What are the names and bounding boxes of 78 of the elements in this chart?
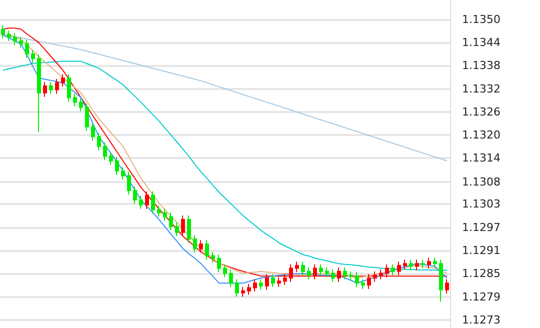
candlestick <box>247 283 251 296</box>
candlestick <box>163 208 167 222</box>
candlestick <box>349 270 353 280</box>
candlestick <box>415 259 419 271</box>
candlestick <box>439 259 443 302</box>
candlestick <box>229 268 233 288</box>
candlestick <box>241 286 245 298</box>
candlestick <box>157 205 161 218</box>
candlestick <box>427 257 431 269</box>
candlestick <box>13 32 17 46</box>
candlestick <box>211 251 215 263</box>
y-tick-label: 1.1285 <box>462 267 500 280</box>
candlestick <box>127 171 131 195</box>
candlestick <box>115 156 119 176</box>
candlestick <box>49 82 53 94</box>
candlestick <box>433 257 437 268</box>
candlestick <box>7 30 11 42</box>
y-tick-label: 1.1279 <box>462 290 500 304</box>
y-tick-label: 1.1332 <box>462 82 500 96</box>
candlestick <box>43 82 47 98</box>
candlestick <box>355 272 359 288</box>
candlestick <box>55 78 59 94</box>
y-tick-label: 1.1273 <box>462 314 500 327</box>
candlestick <box>37 54 41 132</box>
candlestick <box>97 132 101 151</box>
candlestick <box>403 259 407 270</box>
candlestick <box>421 259 425 269</box>
candlestick <box>391 264 395 276</box>
candlestick <box>73 93 77 107</box>
candlestick <box>139 196 143 210</box>
y-tick-label: 1.1338 <box>462 59 500 72</box>
candlestick <box>133 186 137 204</box>
candlestick <box>169 212 173 231</box>
candlestick <box>103 142 107 161</box>
candlestick <box>307 266 311 280</box>
y-tick-label: 1.1297 <box>462 221 500 234</box>
candlestick <box>331 268 335 282</box>
candlestick <box>1 24 5 39</box>
y-tick-label: 1.1291 <box>462 244 500 258</box>
y-tick-label: 1.1326 <box>462 106 500 119</box>
y-tick-label: 1.1303 <box>462 198 500 211</box>
candlestick <box>187 215 191 244</box>
candlestick <box>181 215 185 237</box>
candlestick <box>253 278 257 292</box>
candlestick <box>91 122 95 142</box>
candlestick <box>295 261 299 273</box>
y-tick-label: 1.1314 <box>462 152 500 165</box>
candlestick <box>121 166 125 180</box>
candlestick <box>409 259 413 271</box>
y-tick-label: 1.1350 <box>462 13 500 26</box>
y-tick-label: 1.1344 <box>462 36 500 50</box>
candlestick <box>79 98 83 112</box>
candlestick <box>61 74 65 88</box>
candlestick <box>175 222 179 237</box>
candlestick <box>271 274 275 288</box>
candlestick <box>85 102 89 132</box>
candlestick <box>235 278 239 298</box>
candlestick <box>343 266 347 280</box>
candlestick <box>19 36 23 48</box>
candlestick <box>31 49 35 63</box>
candlestick <box>205 240 209 260</box>
y-tick-label: 1.1320 <box>462 128 500 142</box>
candlestick <box>217 254 221 273</box>
candlestick <box>151 190 155 214</box>
candlestick <box>259 278 263 290</box>
candlestick <box>109 152 113 166</box>
candlestick <box>445 278 449 294</box>
candlestick <box>325 266 329 278</box>
candlestick <box>319 264 323 276</box>
candlestick <box>193 234 197 254</box>
candlestick <box>361 278 365 290</box>
y-tick-label: 1.1308 <box>462 175 500 188</box>
candlestick <box>145 190 149 210</box>
candlestick <box>25 39 29 58</box>
candlestick <box>199 240 203 254</box>
candlestick <box>67 74 71 102</box>
candlestick <box>301 261 305 276</box>
candlestick <box>223 264 227 278</box>
